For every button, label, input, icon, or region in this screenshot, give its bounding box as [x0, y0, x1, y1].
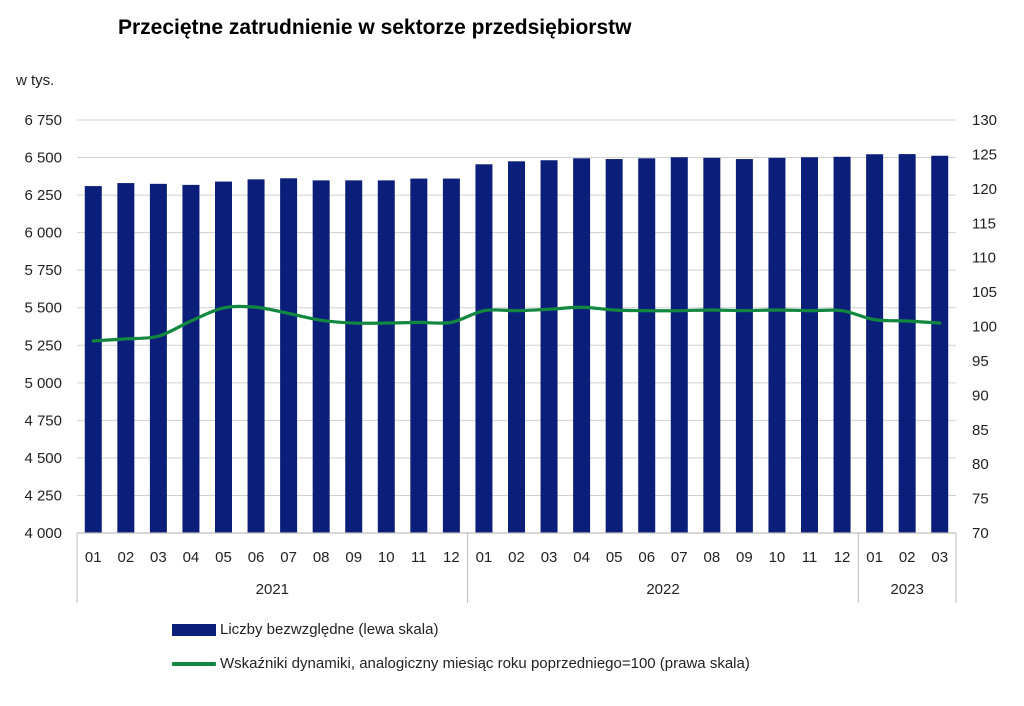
left-axis-ticks: 4 000 4 250 4 500 4 750 5 000 5 250 5 500 5 750…	[24, 112, 62, 542]
x-tick-label: 03	[931, 549, 948, 566]
right-tick-label: 90	[972, 387, 989, 404]
right-tick-label: 95	[972, 353, 989, 370]
bar	[573, 158, 591, 533]
x-tick-label: 01	[85, 549, 102, 566]
x-tick-label: 11	[411, 549, 427, 566]
x-tick-label: 06	[248, 549, 265, 566]
legend-swatch-bars	[172, 623, 216, 636]
bar	[605, 159, 623, 533]
left-tick-label: 4 000	[24, 525, 62, 542]
bar	[117, 183, 135, 534]
x-tick-label: 06	[638, 549, 655, 566]
chart-title: Przeciętne zatrudnienie w sektorze przed…	[118, 16, 632, 39]
x-axis-categories: 01 02 03 04 05 06 07 08 09 10 11 12 01 02 03 04 05 06 07 08…	[85, 549, 948, 566]
bar	[931, 155, 949, 533]
x-tick-label: 09	[345, 549, 362, 566]
bar	[638, 158, 656, 533]
right-tick-label: 85	[972, 422, 989, 439]
x-tick-label: 11	[802, 549, 818, 566]
right-tick-label: 115	[972, 215, 996, 232]
left-tick-label: 6 000	[24, 225, 62, 242]
bar	[280, 178, 298, 533]
bar	[345, 180, 363, 533]
x-tick-label: 12	[443, 549, 460, 566]
x-tick-label: 10	[769, 549, 786, 566]
right-tick-label: 105	[972, 284, 997, 301]
bar	[703, 157, 721, 533]
left-tick-label: 5 250	[24, 337, 62, 354]
bar-series	[84, 154, 949, 534]
bar	[768, 157, 786, 533]
line-series-path	[91, 304, 942, 343]
bar	[149, 183, 167, 533]
legend-label-bars: Liczby bezwzględne (lewa skala)	[220, 621, 439, 638]
right-tick-label: 130	[972, 112, 997, 129]
x-tick-label: 08	[703, 549, 720, 566]
left-tick-label: 5 750	[24, 262, 62, 279]
legend-item-line: Wskaźniki dynamiki, analogiczny miesiąc …	[172, 655, 750, 672]
bar	[735, 159, 753, 533]
left-tick-label: 6 750	[24, 112, 62, 129]
bar	[377, 180, 395, 533]
bar	[247, 179, 265, 533]
x-tick-label: 01	[476, 549, 493, 566]
bar	[215, 181, 232, 534]
x-tick-label: 08	[313, 549, 330, 566]
x-tick-label: 02	[508, 549, 525, 566]
x-tick-label: 10	[378, 549, 395, 566]
x-tick-label: 02	[117, 549, 134, 566]
left-axis-unit-label: w tys.	[16, 72, 55, 89]
left-tick-label: 4 250	[24, 487, 62, 504]
left-tick-label: 6 250	[24, 187, 62, 204]
axes	[76, 532, 957, 603]
x-tick-label: 12	[834, 549, 851, 566]
right-axis-ticks: 70 75 80 85 90 95 100 105 110 115 120 125 130	[972, 112, 997, 542]
bar	[410, 178, 428, 533]
right-tick-label: 75	[972, 491, 989, 508]
bar	[182, 184, 200, 533]
x-tick-label: 09	[736, 549, 753, 566]
right-tick-label: 110	[972, 250, 996, 267]
right-tick-label: 80	[972, 456, 989, 473]
right-tick-label: 120	[972, 181, 997, 198]
bar	[475, 164, 493, 533]
left-tick-label: 5 000	[24, 375, 62, 392]
left-tick-label: 5 500	[24, 300, 62, 317]
x-tick-label: 03	[541, 549, 558, 566]
legend-label-line: Wskaźniki dynamiki, analogiczny miesiąc …	[220, 655, 750, 672]
bar	[312, 180, 330, 533]
bar	[898, 154, 916, 533]
left-tick-label: 4 750	[24, 412, 62, 429]
x-group-label: 2022	[646, 581, 679, 598]
x-group-label: 2021	[256, 581, 289, 598]
line-series	[91, 304, 942, 343]
x-axis-groups: 2021 2022 2023	[256, 581, 924, 598]
x-tick-label: 02	[899, 549, 916, 566]
bar	[801, 157, 818, 533]
bar	[670, 157, 688, 533]
bar	[866, 154, 884, 533]
x-tick-label: 07	[671, 549, 688, 566]
left-tick-label: 6 500	[24, 150, 62, 167]
x-tick-label: 05	[606, 549, 623, 566]
bar	[833, 156, 851, 533]
x-group-label: 2023	[890, 581, 923, 598]
legend-swatch-line	[172, 661, 216, 666]
x-tick-label: 01	[866, 549, 883, 566]
bar	[540, 160, 558, 534]
right-tick-label: 70	[972, 525, 989, 542]
bar	[84, 186, 102, 533]
left-tick-label: 4 500	[24, 450, 62, 467]
x-tick-label: 03	[150, 549, 167, 566]
right-tick-label: 125	[972, 146, 997, 163]
legend-item-bars: Liczby bezwzględne (lewa skala)	[172, 621, 438, 638]
bar	[442, 178, 460, 533]
bar	[508, 161, 525, 534]
x-tick-label: 05	[215, 549, 232, 566]
x-tick-label: 04	[573, 549, 590, 566]
x-tick-label: 07	[280, 549, 297, 566]
x-tick-label: 04	[183, 549, 200, 566]
right-tick-label: 100	[972, 319, 997, 336]
